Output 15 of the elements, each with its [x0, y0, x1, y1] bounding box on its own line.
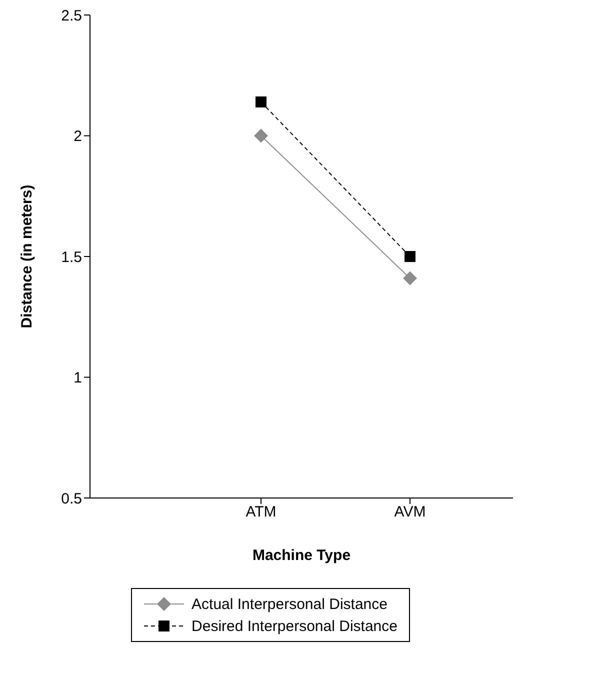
point	[404, 251, 416, 262]
y-axis-title: Distance (in meters)	[18, 184, 36, 328]
y-tick-label: 0.5	[61, 490, 82, 508]
legend-label: Actual Interpersonal Distance	[192, 596, 388, 612]
y-tick-label: 1.5	[61, 248, 82, 266]
x-tick-label: AVM	[394, 504, 426, 521]
point	[254, 128, 268, 143]
y-tick-label: 2	[74, 128, 82, 146]
x-axis-title: Machine Type	[252, 547, 351, 564]
y-tick-label: 2.5	[61, 7, 82, 24]
legend-label: Desired Interpersonal Distance	[192, 618, 398, 634]
point	[256, 96, 266, 108]
point	[403, 271, 417, 286]
x-tick-label: ATM	[246, 504, 276, 521]
y-tick-label: 1	[74, 370, 82, 387]
